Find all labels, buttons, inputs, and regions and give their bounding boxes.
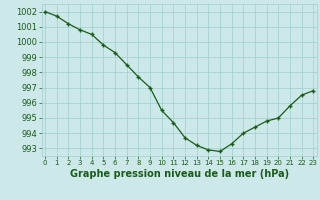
- X-axis label: Graphe pression niveau de la mer (hPa): Graphe pression niveau de la mer (hPa): [70, 169, 289, 179]
